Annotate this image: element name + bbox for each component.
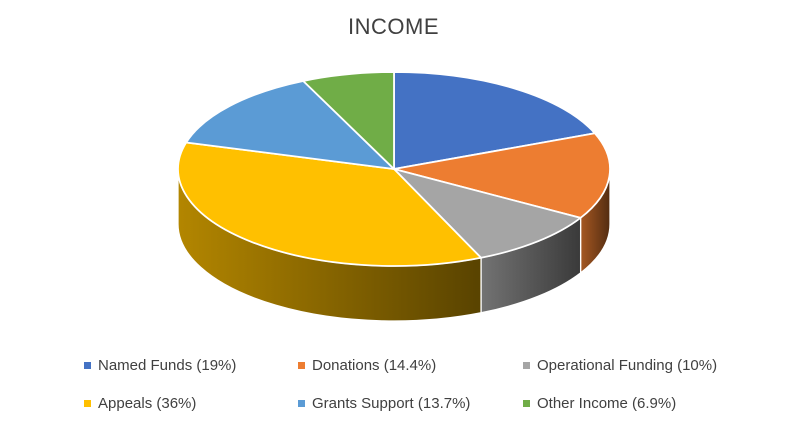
legend-swatch-named-funds <box>84 361 91 369</box>
legend-label: Grants Support (13.7%) <box>312 394 471 412</box>
legend-item-grants-support[interactable]: Grants Support (13.7%) <box>298 392 523 414</box>
legend-label: Donations (14.4%) <box>312 356 437 374</box>
pie-slice-operational-funding[interactable] <box>393 168 582 259</box>
chart-title: INCOME <box>348 14 439 39</box>
pie-slice-other-income[interactable] <box>302 71 395 170</box>
pie-slice-named-funds[interactable] <box>393 71 596 170</box>
legend-item-appeals[interactable]: Appeals (36%) <box>84 392 298 414</box>
legend-label: Other Income (6.9%) <box>537 394 677 412</box>
legend-swatch-other-income <box>523 399 530 407</box>
pie-slice-appeals[interactable] <box>177 141 482 267</box>
pie-slice-donations[interactable] <box>393 132 611 219</box>
chart-legend: Named Funds (19%) Donations (14.4%) Operat… <box>84 354 717 414</box>
legend-item-named-funds[interactable]: Named Funds (19%) <box>84 354 298 376</box>
legend-item-other-income[interactable]: Other Income (6.9%) <box>523 392 717 414</box>
legend-item-donations[interactable]: Donations (14.4%) <box>298 354 523 376</box>
legend-swatch-donations <box>298 361 305 369</box>
legend-label: Named Funds (19%) <box>98 356 237 374</box>
legend-swatch-operational-funding <box>523 361 530 369</box>
legend-swatch-appeals <box>84 399 91 407</box>
pie-slice-grants-support[interactable] <box>185 80 395 170</box>
legend-swatch-grants-support <box>298 399 305 407</box>
legend-item-operational-funding[interactable]: Operational Funding (10%) <box>523 354 717 376</box>
legend-label: Operational Funding (10%) <box>537 356 718 374</box>
legend-label: Appeals (36%) <box>98 394 197 412</box>
